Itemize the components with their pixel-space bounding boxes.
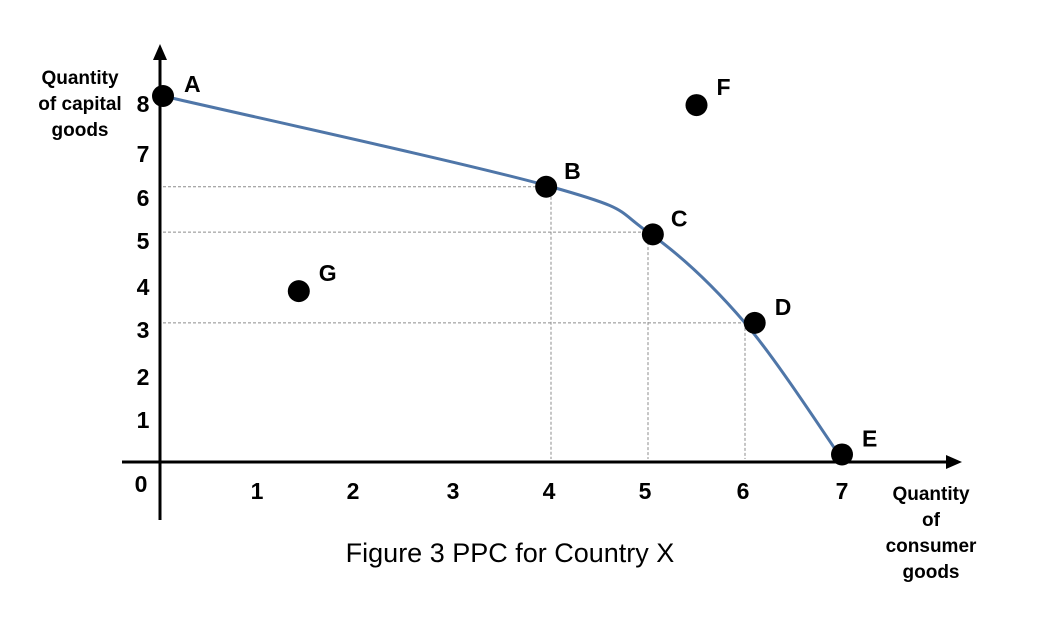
point-g-label: G [319, 260, 337, 286]
x-tick-label-1: 1 [251, 478, 264, 504]
x-axis-arrow [946, 455, 962, 469]
x-axis-title-line-2: of [922, 510, 941, 531]
y-tick-label-6: 6 [137, 185, 150, 211]
x-axis-title-line-4: goods [903, 562, 960, 583]
x-tick-label-4: 4 [543, 478, 556, 504]
axes [122, 44, 962, 520]
y-axis-title-line-3: goods [52, 120, 109, 141]
y-tick-label-3: 3 [137, 317, 150, 343]
point-a-label: A [184, 71, 201, 97]
ppc-curve [162, 94, 844, 460]
y-axis-title-line-1: Quantity [41, 68, 118, 89]
point-c [641, 223, 664, 246]
point-d-label: D [775, 294, 792, 320]
point-b [535, 175, 558, 198]
y-tick-label-8: 8 [137, 91, 150, 117]
point-e-label: E [862, 425, 877, 451]
point-d [743, 311, 766, 334]
chart-title: Figure 3 PPC for Country X [346, 538, 675, 568]
y-tick-label-4: 4 [137, 274, 150, 300]
tick-labels: 1 2 3 4 5 6 7 1 2 3 4 5 6 7 8 [137, 91, 849, 504]
point-f [685, 94, 708, 117]
x-axis-title: Quantity of consumer goods [886, 484, 977, 583]
guide-lines [163, 186, 746, 459]
x-tick-label-6: 6 [737, 478, 750, 504]
point-g [287, 280, 310, 303]
point-f-label: F [717, 74, 731, 100]
point-a [152, 85, 174, 107]
origin-label: 0 [135, 471, 148, 497]
point-e [831, 443, 853, 466]
y-tick-label-7: 7 [137, 141, 150, 167]
x-tick-label-3: 3 [447, 478, 460, 504]
y-tick-label-5: 5 [137, 228, 150, 254]
y-axis-arrow [153, 44, 167, 60]
x-tick-label-5: 5 [639, 478, 652, 504]
x-tick-label-7: 7 [836, 478, 849, 504]
x-axis-title-line-3: consumer [886, 536, 977, 557]
y-tick-label-2: 2 [137, 364, 150, 390]
ppc-curve-layer [162, 94, 844, 460]
x-tick-label-2: 2 [347, 478, 360, 504]
point-markers: A B C D E F G [152, 71, 877, 466]
y-axis-title-line-2: of capital [38, 94, 121, 115]
point-c-label: C [671, 205, 688, 231]
point-b-label: B [564, 158, 581, 184]
y-axis-title: Quantity of capital goods [38, 68, 121, 141]
y-tick-label-1: 1 [137, 407, 150, 433]
x-axis-title-line-1: Quantity [892, 484, 969, 505]
